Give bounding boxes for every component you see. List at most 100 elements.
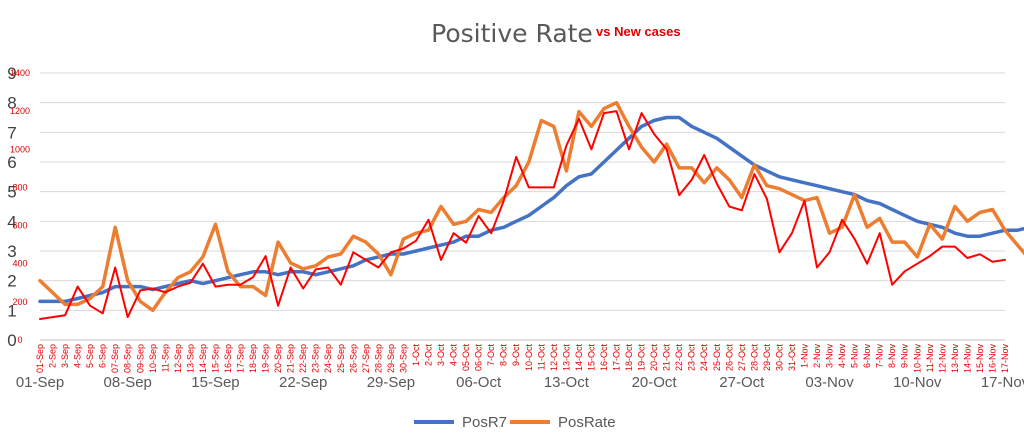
x-major-tick-label: 29-Sep [367, 374, 415, 391]
y-tick-label: 8 [7, 94, 16, 113]
chart-title: Positive Rate [431, 19, 593, 48]
x-minor-tick-label: 8-Oct [499, 344, 509, 367]
x-minor-tick-label: 26-Oct [724, 344, 734, 372]
x-major-tick-label: 13-Oct [544, 374, 590, 391]
x-minor-tick-label: 21-Oct [662, 344, 672, 372]
x-major-tick-label: 22-Sep [279, 374, 327, 391]
series-line-posr7 [38, 115, 1024, 304]
x-minor-tick-label: 27-Sep [361, 344, 371, 373]
x-axis: 01-Sep 2-Sep 3-Sep 4-Sep 5-Sep 6-Sep 07-Sep 08-… [16, 339, 1024, 391]
series-line-new-cases [39, 110, 1006, 320]
x-minor-tick-label: 4-Nov [837, 344, 847, 369]
x-major-tick-label: 10-Nov [893, 374, 942, 391]
x-minor-tick-label: 10-Sep [148, 344, 158, 373]
x-minor-tick-label: 17-Sep [236, 344, 246, 373]
x-minor-tick-label: 20-Sep [273, 344, 283, 373]
x-major-tick-label: 08-Sep [104, 374, 152, 391]
x-minor-tick-label: 3-Oct [436, 344, 446, 367]
y-tick-label: 7 [7, 123, 16, 142]
x-minor-tick-label: 26-Sep [348, 344, 358, 373]
x-major-tick-label: 01-Sep [16, 374, 64, 391]
x-minor-tick-label: 6-Sep [98, 344, 108, 368]
chart-subtitle: vs New cases [596, 24, 681, 39]
x-minor-tick-label: 07-Sep [110, 344, 120, 373]
y-tick-label: 4 [7, 212, 16, 231]
legend-label: PosR7 [462, 414, 507, 431]
y-axis-right: 0 200 400 600 800 1000 1200 1400 [10, 68, 30, 345]
series-line-posrate [38, 100, 1024, 313]
x-minor-tick-label: 1-Nov [800, 344, 810, 369]
y2-tick-label: 600 [12, 221, 27, 231]
x-minor-tick-label: 14-Nov [962, 344, 972, 374]
x-minor-tick-label: 19-Sep [261, 344, 271, 373]
x-minor-tick-label: 11-Sep [160, 344, 170, 372]
x-minor-tick-label: 7-Nov [875, 344, 885, 369]
x-minor-tick-label: 21-Sep [286, 344, 296, 373]
x-minor-tick-label: 01-Sep [35, 344, 45, 373]
x-major-tick-label: 17-Nov [981, 374, 1024, 391]
x-minor-tick-label: 06-Oct [474, 344, 484, 372]
x-minor-tick-label: 31-Oct [787, 344, 797, 372]
x-minor-tick-label: 14-Sep [198, 344, 208, 373]
x-minor-tick-label: 7-Oct [486, 344, 496, 367]
x-minor-tick-label: 4-Sep [73, 344, 83, 368]
y2-tick-label: 800 [12, 182, 27, 192]
x-minor-tick-label: 30-Sep [398, 344, 408, 373]
x-minor-tick-label: 28-Sep [373, 344, 383, 373]
legend-label: PosRate [558, 414, 616, 431]
x-minor-tick-label: 23-Oct [687, 344, 697, 372]
x-major-tick-label: 06-Oct [456, 374, 502, 391]
x-minor-tick-label: 27-Oct [737, 344, 747, 372]
x-minor-tick-label: 8-Nov [887, 344, 897, 369]
y-tick-label: 3 [7, 242, 16, 261]
x-minor-tick-label: 16-Nov [988, 344, 998, 374]
x-minor-tick-label: 12-Oct [549, 344, 559, 372]
x-minor-tick-label: 17-Nov [1000, 344, 1010, 374]
x-minor-tick-label: 12-Sep [173, 344, 183, 373]
x-minor-tick-label: 9-Nov [900, 344, 910, 369]
x-minor-tick-label: 5-Nov [850, 344, 860, 369]
x-minor-tick-label: 13-Oct [561, 344, 571, 372]
x-minor-tick-label: 11-Oct [536, 344, 546, 371]
x-minor-tick-label: 25-Oct [712, 344, 722, 372]
x-major-tick-label: 15-Sep [191, 374, 239, 391]
x-major-tick-label: 03-Nov [805, 374, 854, 391]
x-minor-tick-label: 08-Sep [123, 344, 133, 373]
x-minor-tick-label: 2-Nov [812, 344, 822, 369]
y2-tick-label: 0 [17, 335, 22, 345]
x-minor-tick-label: 11-Nov [925, 344, 935, 373]
y-tick-label: 0 [7, 331, 16, 350]
x-minor-tick-label: 05-Oct [461, 344, 471, 372]
x-minor-tick-label: 09-Sep [135, 344, 145, 373]
legend: PosR7 PosRate [414, 414, 616, 431]
x-minor-tick-label: 29-Sep [386, 344, 396, 373]
y2-tick-label: 1400 [10, 68, 30, 78]
y-tick-label: 1 [7, 301, 16, 320]
x-minor-tick-label: 16-Oct [599, 344, 609, 372]
x-minor-tick-label: 30-Oct [774, 344, 784, 372]
y-axis-left: 0 1 2 3 4 5 6 7 8 9 [7, 64, 16, 350]
y2-tick-label: 400 [12, 259, 27, 269]
x-minor-tick-label: 20-Oct [649, 344, 659, 372]
x-minor-tick-label: 3-Sep [60, 344, 70, 368]
x-minor-tick-label: 15-Sep [211, 344, 221, 373]
x-minor-tick-label: 16-Sep [223, 344, 233, 373]
x-minor-tick-label: 15-Nov [975, 344, 985, 374]
x-minor-tick-label: 10-Oct [524, 344, 534, 372]
x-minor-tick-label: 28-Oct [749, 344, 759, 372]
x-minor-tick-label: 6-Nov [862, 344, 872, 369]
y-tick-label: 9 [7, 64, 16, 83]
x-minor-tick-label: 24-Sep [323, 344, 333, 373]
x-minor-tick-label: 22-Sep [298, 344, 308, 373]
x-minor-tick-label: 17-Oct [612, 344, 622, 372]
y-tick-label: 2 [7, 272, 16, 291]
x-major-tick-label: 20-Oct [632, 374, 678, 391]
x-minor-tick-label: 1-Oct [411, 344, 421, 367]
series-lines [38, 100, 1024, 320]
x-minor-tick-label: 15-Oct [586, 344, 596, 372]
x-minor-tick-label: 9-Oct [511, 344, 521, 367]
y-tick-label: 5 [7, 183, 16, 202]
x-minor-tick-label: 10-Nov [912, 344, 922, 374]
